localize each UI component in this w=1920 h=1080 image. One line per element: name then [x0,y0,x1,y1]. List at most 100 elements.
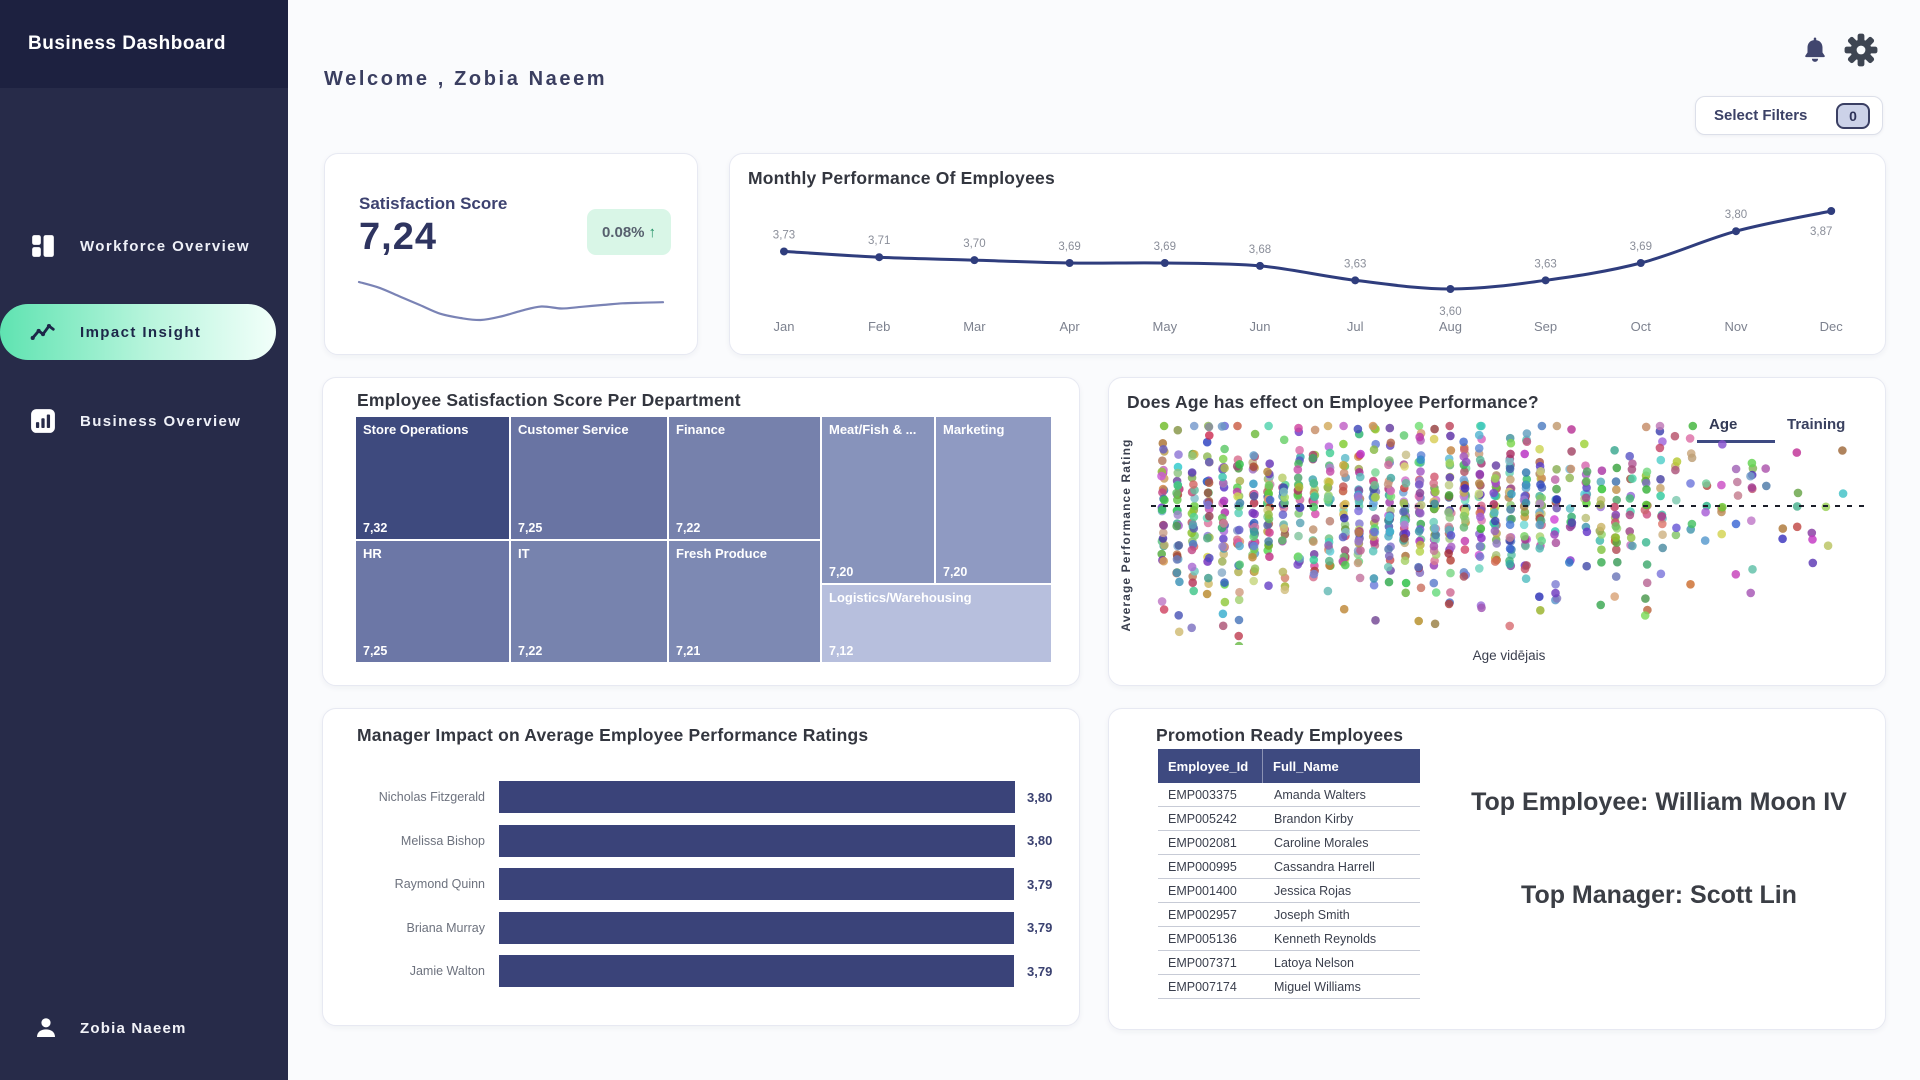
svg-text:Nov: Nov [1724,319,1748,334]
svg-text:3,70: 3,70 [963,238,985,250]
treemap-tile-value: 7,22 [676,521,701,535]
manager-bar-row: Jamie Walton 3,79 [343,955,1067,987]
treemap-tile-value: 7,22 [518,644,543,658]
bar [499,868,1014,900]
promotion-ready-card: Promotion Ready Employees Employee_Id Fu… [1108,708,1886,1030]
table-body: EMP003375 Amanda Walters EMP005242 Brandon … [1158,783,1420,999]
filter-count-badge: 0 [1836,103,1870,129]
manager-bar-row: Nicholas Fitzgerald 3,80 [343,781,1067,813]
manager-bar-row: Melissa Bishop 3,80 [343,824,1067,857]
chart-title: Does Age has effect on Employee Performa… [1127,392,1539,412]
cell-employee-id: EMP001400 [1168,883,1237,898]
svg-text:3,80: 3,80 [1725,209,1747,221]
table-row: EMP001400 Jessica Rojas [1158,879,1420,903]
manager-name: Melissa Bishop [400,833,485,848]
select-filters-label: Select Filters [1714,107,1808,124]
treemap-tile: Customer Service 7,25 [511,417,667,539]
bar-value: 3,79 [1027,920,1053,935]
cell-employee-id: EMP007371 [1168,955,1237,970]
kpi-delta-badge: 0.08% ↑ [587,209,671,255]
sidebar-item-label: Business Overview [80,412,242,430]
scatter-plot [1151,421,1866,645]
y-axis-label: Average Performance Rating [1119,438,1133,632]
tab-training[interactable]: Training [1787,416,1846,433]
manager-name: Nicholas Fitzgerald [378,790,485,804]
promotion-table: Employee_Id Full_Name EMP003375 Amanda Wa… [1158,749,1420,999]
manager-bar-chart: Nicholas Fitzgerald 3,80 Melissa Bishop 3,8… [343,781,1067,987]
bar-track [499,911,1015,944]
treemap-tile-name: Customer Service [518,422,629,437]
kpi-delta: 0.08% [601,223,645,241]
sidebar-item-impact-insight[interactable]: Impact Insight [0,304,276,360]
bar-track [499,868,1015,900]
top-manager-text: Top Manager: Scott Lin [1521,881,1797,910]
bar [499,911,1014,944]
svg-text:3,60: 3,60 [1439,306,1461,318]
top-employee-text: Top Employee: William Moon IV [1471,788,1847,816]
svg-text:Feb: Feb [868,319,890,334]
monthly-performance-card: Monthly Performance Of Employees 3,73 Jan… [729,153,1886,355]
cell-employee-id: EMP005242 [1168,811,1237,826]
svg-text:3,69: 3,69 [1630,241,1652,253]
treemap-tile-name: Store Operations [363,422,469,437]
sidebar-item-workforce-overview[interactable]: Workforce Overview [0,218,288,274]
cell-employee-id: EMP002081 [1168,835,1237,850]
topbar-icons [1800,33,1878,67]
svg-text:3,68: 3,68 [1249,244,1271,256]
svg-text:Sep: Sep [1534,319,1557,334]
treemap-tile-value: 7,21 [676,644,701,658]
bar [499,824,1015,857]
svg-text:3,73: 3,73 [773,229,795,241]
app-title: Business Dashboard [28,33,226,54]
bar-value: 3,79 [1027,963,1053,979]
cell-full-name: Cassandra Harrell [1274,859,1375,874]
sidebar-item-business-overview[interactable]: Business Overview [0,393,288,449]
active-tab-underline [1697,440,1775,443]
table-row: EMP007174 Miguel Williams [1158,975,1420,999]
bar-track [499,955,1015,987]
sidebar-item-label: Workforce Overview [80,237,250,255]
gear-icon[interactable] [1844,33,1878,67]
treemap-tile-value: 7,12 [829,644,854,658]
treemap-tile: HR 7,25 [356,541,509,662]
chart-title: Manager Impact on Average Employee Perfo… [357,725,869,745]
svg-text:Jul: Jul [1347,319,1364,334]
svg-text:3,71: 3,71 [868,235,890,247]
treemap-tile-value: 7,25 [363,644,388,658]
svg-text:Oct: Oct [1631,319,1652,334]
bell-icon[interactable] [1800,35,1830,65]
user-profile[interactable]: Zobia Naeem [0,1002,288,1054]
column-header-full-name: Full_Name [1262,749,1420,783]
person-icon [37,1018,55,1037]
treemap: Store Operations 7,32 Customer Service 7,25… [356,417,1051,662]
user-name: Zobia Naeem [80,1019,187,1037]
treemap-tile-name: IT [518,546,530,561]
manager-name: Briana Murray [406,920,486,935]
monthly-performance-line-chart: 3,73 Jan 3,71 Feb 3,70 Mar 3,69 Apr 3,69 May 3,68 J… [773,207,1844,334]
cell-full-name: Miguel Williams [1274,979,1361,994]
welcome-heading: Welcome , Zobia Naeem [324,68,608,90]
treemap-tile-name: Fresh Produce [676,546,768,561]
cell-employee-id: EMP000995 [1168,859,1237,874]
svg-text:3,69: 3,69 [1154,241,1176,253]
bar-value: 3,80 [1027,789,1053,805]
treemap-tile-value: 7,20 [943,565,968,579]
bar [499,781,1015,813]
kpi-title: Satisfaction Score [359,194,508,213]
manager-bar-row: Raymond Quinn 3,79 [343,868,1067,900]
table-row: EMP002957 Joseph Smith [1158,903,1420,927]
table-title: Promotion Ready Employees [1156,725,1404,745]
bar-value: 3,80 [1027,833,1053,848]
select-filters-button[interactable]: Select Filters 0 [1695,96,1883,135]
svg-text:Dec: Dec [1820,319,1844,334]
treemap-tile-name: Finance [676,422,726,437]
cell-full-name: Brandon Kirby [1274,811,1354,826]
cell-employee-id: EMP003375 [1168,787,1237,802]
cell-employee-id: EMP005136 [1168,931,1237,946]
highlights: Top Employee: William Moon IV Top Manage… [1439,787,1879,912]
table-row: EMP002081 Caroline Morales [1158,831,1420,855]
svg-text:Aug: Aug [1439,319,1462,334]
tab-age[interactable]: Age [1709,416,1738,433]
bar [499,955,1014,987]
grid-icon [32,235,54,257]
